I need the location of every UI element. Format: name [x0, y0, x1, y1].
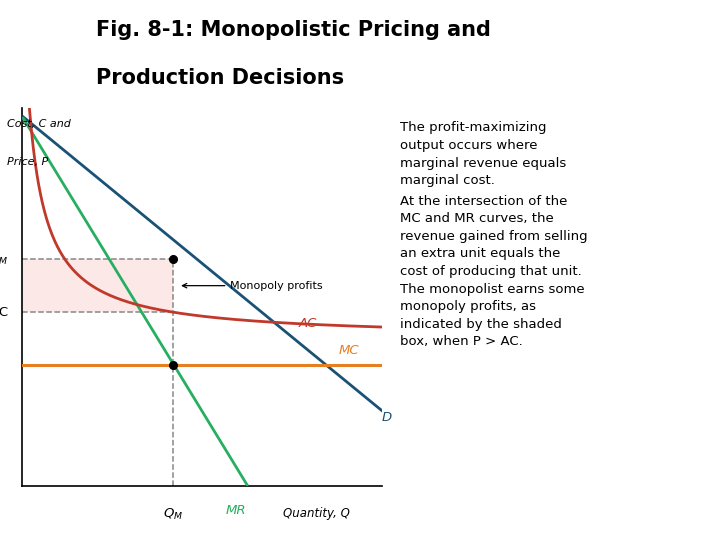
Text: 8-7: 8-7 — [691, 521, 709, 531]
Bar — [22, 259, 173, 312]
Text: $Q_M$: $Q_M$ — [163, 507, 183, 522]
Text: AC: AC — [0, 306, 9, 319]
Text: At the intersection of the
MC and MR curves, the
revenue gained from selling
an : At the intersection of the MC and MR cur… — [400, 194, 588, 278]
Text: $: $ — [21, 17, 62, 73]
Text: D: D — [382, 411, 392, 424]
Text: Cost, C and: Cost, C and — [7, 119, 71, 130]
Text: $P_M$: $P_M$ — [0, 252, 9, 267]
Text: Production Decisions: Production Decisions — [96, 68, 343, 88]
Text: Quantity, Q: Quantity, Q — [284, 507, 350, 520]
Text: MR: MR — [226, 504, 246, 517]
Text: AC: AC — [299, 317, 318, 330]
Text: The monopolist earns some
monopoly profits, as
indicated by the shaded
box, when: The monopolist earns some monopoly profi… — [400, 283, 584, 348]
Text: Fig. 8-1: Monopolistic Pricing and: Fig. 8-1: Monopolistic Pricing and — [96, 20, 490, 40]
Text: The profit-maximizing
output occurs where
marginal revenue equals
marginal cost.: The profit-maximizing output occurs wher… — [400, 122, 566, 187]
Text: Price, P: Price, P — [7, 157, 48, 167]
Text: Copyright ©2015 Pearson Education, Inc.  All rights reserved.: Copyright ©2015 Pearson Education, Inc. … — [11, 521, 312, 531]
Text: Monopoly profits: Monopoly profits — [182, 281, 323, 291]
Text: MC: MC — [338, 345, 359, 357]
